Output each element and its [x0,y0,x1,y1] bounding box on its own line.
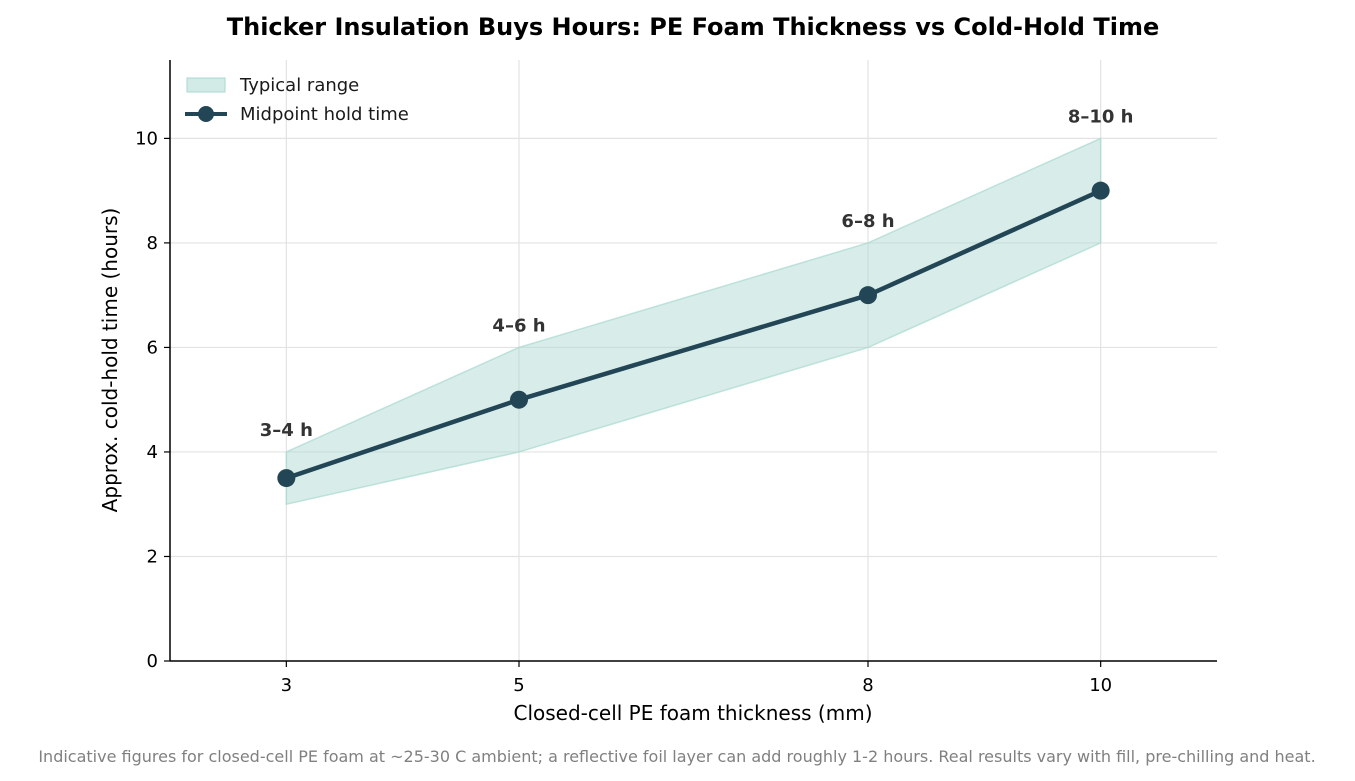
midpoint-marker [510,390,528,409]
y-tick-label: 4 [147,442,158,463]
range-annotation: 3–4 h [260,420,313,441]
x-tick-label: 3 [281,675,292,696]
legend: Typical range Midpoint hold time [185,75,409,125]
y-tick-label: 6 [147,337,158,358]
midpoint-line [285,188,1102,481]
range-annotation: 6–8 h [841,211,894,232]
midpoint-series [277,181,1110,488]
range-band-area [285,137,1102,506]
y-axis-label: Approx. cold-hold time (hours) [98,208,122,513]
range-annotation: 8–10 h [1068,106,1134,127]
y-tick-label: 2 [147,546,158,567]
axes: 0 2 4 6 8 10 3 5 8 10 [135,60,1217,696]
chart-title: Thicker Insulation Buys Hours: PE Foam T… [227,13,1159,41]
range-annotation: 4–6 h [492,315,545,336]
data-labels: 3–4 h 4–6 h 6–8 h 8–10 h [260,106,1134,441]
x-axis-label: Closed-cell PE foam thickness (mm) [514,701,873,725]
midpoint-marker [277,469,296,488]
y-tick-label: 8 [147,233,158,254]
legend-label-midpoint: Midpoint hold time [240,104,409,125]
legend-label-typical-range: Typical range [239,75,359,96]
midpoint-marker [859,286,877,305]
range-band [285,137,1102,506]
legend-marker-midpoint [198,106,214,122]
footnote: Indicative figures for closed-cell PE fo… [38,747,1315,766]
x-tick-label: 10 [1089,675,1112,696]
x-tick-label: 8 [862,675,873,696]
y-tick-label: 0 [147,651,158,672]
y-tick-label: 10 [135,128,158,149]
x-tick-label: 5 [513,675,524,696]
midpoint-marker [1091,181,1110,200]
legend-swatch-typical-range [186,77,226,93]
